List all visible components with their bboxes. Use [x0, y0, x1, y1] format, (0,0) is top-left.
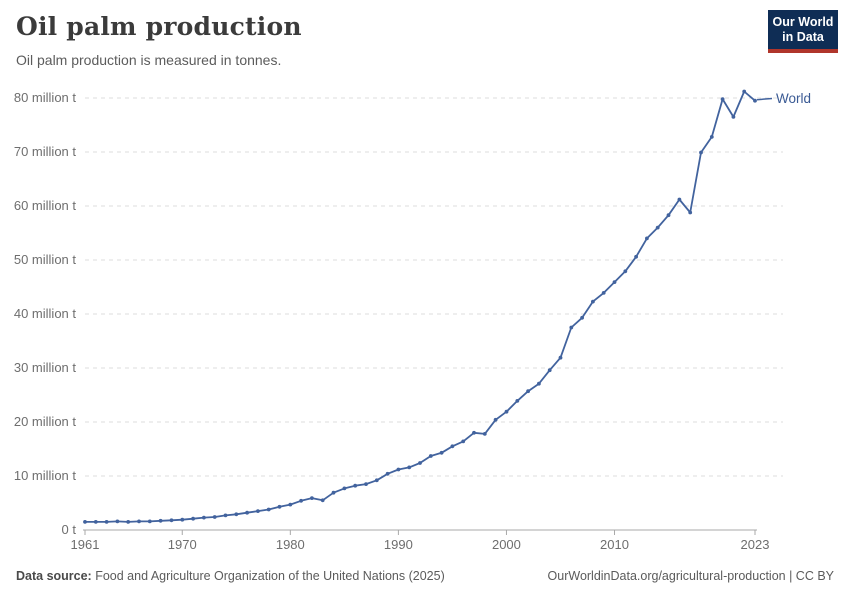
data-point — [439, 450, 444, 455]
data-point — [709, 135, 714, 139]
owid-logo: Our World in Data — [768, 10, 838, 53]
x-axis-label: 1970 — [167, 537, 197, 552]
data-source-note: Data source: Food and Agriculture Organi… — [16, 567, 445, 585]
series-label-world: World — [776, 91, 812, 106]
data-point — [180, 517, 185, 522]
y-axis-label: 30 million t — [13, 360, 76, 375]
page-title: Oil palm production — [16, 12, 302, 41]
data-source-label: Data source: — [16, 569, 92, 583]
data-point — [212, 515, 217, 519]
y-axis-label: 60 million t — [13, 198, 76, 213]
y-axis-label: 80 million t — [13, 90, 76, 105]
data-point — [493, 417, 498, 422]
data-point — [655, 225, 660, 230]
data-point — [137, 519, 141, 524]
x-axis-label: 2000 — [491, 537, 521, 552]
data-point — [742, 89, 747, 94]
data-point — [83, 520, 87, 524]
data-point — [753, 98, 757, 103]
y-axis-label: 10 million t — [13, 468, 76, 483]
data-point — [623, 269, 628, 274]
data-point — [245, 510, 250, 515]
data-point — [310, 496, 314, 500]
data-point — [677, 197, 682, 202]
data-point — [547, 368, 552, 373]
data-point — [364, 482, 368, 486]
data-point — [731, 115, 736, 119]
data-point — [104, 520, 109, 524]
x-axis-label: 2023 — [740, 537, 770, 552]
data-point — [396, 467, 401, 472]
data-point — [277, 504, 282, 509]
data-source-text: Food and Agriculture Organization of the… — [95, 569, 445, 583]
chart-footer: Data source: Food and Agriculture Organi… — [16, 567, 834, 585]
data-point — [450, 444, 455, 449]
data-point — [158, 518, 163, 523]
chart-subtitle: Oil palm production is measured in tonne… — [16, 52, 282, 68]
data-point — [223, 513, 228, 518]
data-point — [202, 515, 206, 520]
x-axis-label: 2010 — [600, 537, 629, 552]
data-point — [234, 512, 239, 517]
data-point — [591, 299, 595, 304]
data-point — [482, 432, 487, 436]
data-point — [720, 97, 725, 101]
world-series-line — [84, 90, 756, 523]
data-point — [191, 516, 196, 521]
data-point — [385, 471, 390, 476]
data-point — [666, 213, 671, 218]
attribution-text: OurWorldinData.org/agricultural-producti… — [547, 569, 834, 583]
data-point — [634, 254, 638, 259]
x-axis-label: 1980 — [275, 537, 305, 552]
data-point — [526, 389, 530, 394]
data-point — [256, 509, 260, 513]
owid-logo-line2: in Data — [782, 30, 824, 44]
y-axis-label: 0 t — [61, 522, 76, 537]
data-point — [126, 520, 131, 524]
y-axis-label: 40 million t — [13, 306, 76, 321]
data-point — [353, 483, 358, 488]
data-point — [418, 461, 422, 465]
data-point — [331, 490, 336, 495]
data-point — [569, 325, 574, 330]
data-point — [299, 498, 303, 503]
y-axis-label: 50 million t — [13, 252, 76, 267]
data-point — [601, 291, 606, 295]
series-label-connector — [756, 97, 773, 101]
owid-logo-line1: Our World — [772, 15, 834, 29]
data-point — [342, 486, 347, 491]
data-point — [461, 439, 466, 444]
data-point — [147, 519, 152, 524]
data-point — [515, 399, 520, 403]
data-point — [645, 236, 649, 241]
y-axis-label: 70 million t — [13, 144, 76, 159]
data-point — [407, 465, 412, 470]
data-point — [428, 454, 433, 458]
data-point — [699, 150, 703, 155]
data-point — [169, 518, 174, 523]
data-point — [320, 498, 325, 503]
data-point — [374, 478, 379, 483]
data-point — [115, 519, 120, 524]
data-point — [266, 507, 271, 512]
x-axis-label: 1961 — [70, 537, 100, 552]
x-axis-label: 1990 — [383, 537, 413, 552]
data-point — [288, 502, 293, 507]
data-point — [612, 280, 617, 284]
data-point — [688, 210, 693, 215]
data-point — [472, 430, 476, 435]
data-point — [504, 409, 509, 414]
y-axis-label: 20 million t — [13, 414, 76, 429]
data-point — [93, 520, 98, 524]
data-point — [558, 355, 563, 360]
data-point — [537, 381, 541, 386]
data-point — [580, 315, 584, 320]
